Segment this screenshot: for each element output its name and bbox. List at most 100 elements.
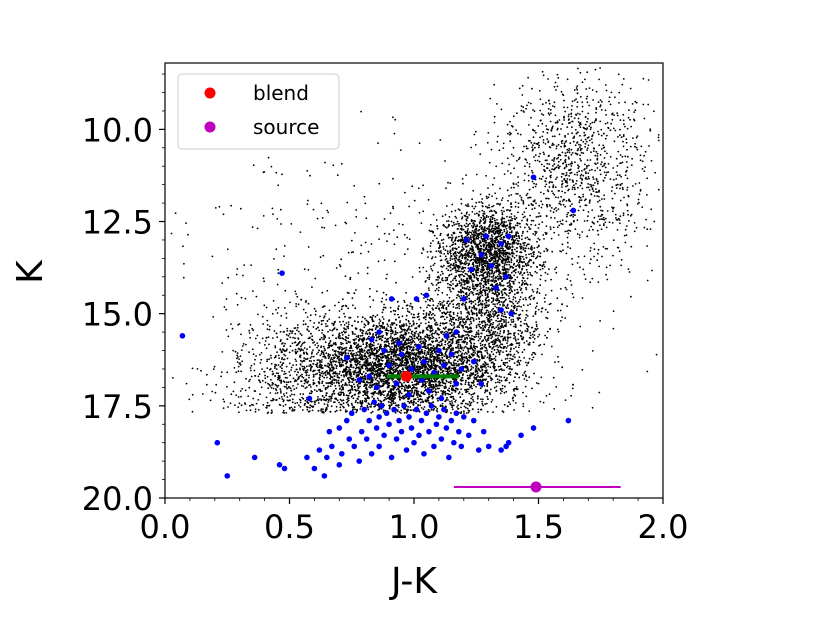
field-star	[412, 353, 415, 356]
field-star	[507, 199, 509, 202]
field-star	[433, 378, 436, 381]
field-star	[475, 367, 477, 370]
field-star	[400, 412, 402, 414]
field-star	[424, 341, 426, 343]
field-star	[390, 359, 392, 361]
field-star	[515, 254, 518, 257]
field-star	[328, 337, 331, 339]
field-star	[369, 306, 372, 308]
field-star	[377, 343, 379, 345]
field-star	[435, 346, 438, 348]
field-star	[405, 354, 408, 357]
field-star	[299, 367, 301, 370]
field-star	[511, 243, 514, 245]
field-star	[507, 271, 509, 273]
field-star	[428, 393, 430, 396]
field-star	[388, 342, 390, 345]
field-star	[454, 400, 456, 403]
field-star	[534, 270, 537, 273]
field-star	[317, 326, 319, 329]
field-star	[342, 352, 345, 355]
field-star	[380, 325, 382, 327]
field-star	[387, 356, 390, 359]
field-star	[427, 343, 430, 346]
field-star	[424, 300, 427, 303]
field-star	[452, 318, 454, 321]
field-star	[430, 384, 433, 386]
field-star	[436, 225, 438, 227]
field-star	[422, 392, 424, 395]
field-star	[432, 347, 434, 350]
field-star	[364, 398, 367, 400]
field-star	[417, 393, 420, 396]
field-star	[492, 274, 495, 277]
field-star	[402, 368, 404, 371]
field-star	[467, 349, 470, 351]
field-star	[528, 253, 530, 256]
field-star	[518, 363, 521, 366]
field-star	[429, 368, 432, 371]
field-star	[539, 264, 542, 267]
field-star	[416, 378, 418, 381]
field-star	[456, 220, 459, 223]
field-star	[516, 276, 519, 279]
field-star	[478, 265, 481, 267]
field-star	[362, 340, 364, 343]
field-star	[507, 241, 509, 244]
field-star	[431, 355, 434, 357]
field-star	[375, 359, 377, 361]
field-star	[379, 320, 382, 322]
field-star	[369, 316, 372, 319]
field-star	[491, 245, 494, 248]
field-star	[394, 331, 397, 334]
field-star	[358, 366, 360, 369]
field-star	[393, 313, 396, 316]
field-star	[415, 348, 418, 351]
field-star	[363, 338, 366, 341]
field-star	[451, 224, 454, 227]
field-star	[396, 331, 399, 334]
field-star	[375, 366, 378, 369]
field-star	[436, 356, 439, 359]
field-star	[411, 391, 413, 394]
field-star	[302, 323, 305, 326]
field-star	[469, 337, 471, 339]
field-star	[439, 381, 441, 384]
field-star	[479, 387, 482, 390]
field-star	[355, 376, 358, 378]
field-star	[544, 271, 547, 274]
field-star	[439, 362, 442, 365]
field-star	[369, 343, 372, 345]
field-star	[371, 316, 373, 319]
field-star	[468, 377, 471, 380]
field-star	[426, 380, 428, 383]
field-star	[286, 348, 288, 351]
field-star	[479, 347, 482, 350]
field-star	[469, 222, 471, 225]
field-star	[389, 346, 391, 348]
field-star	[476, 359, 479, 362]
field-star	[466, 225, 469, 228]
field-star	[344, 335, 347, 338]
field-star	[468, 231, 471, 234]
field-star	[322, 345, 325, 348]
field-star	[339, 370, 341, 373]
field-star	[441, 360, 444, 363]
field-star	[482, 404, 484, 407]
field-star	[351, 331, 354, 333]
field-star	[373, 362, 376, 364]
field-star	[545, 247, 548, 250]
field-star	[357, 334, 360, 337]
field-star	[432, 383, 435, 386]
field-star	[420, 350, 422, 353]
field-star	[435, 365, 438, 368]
field-star	[383, 366, 386, 368]
field-star	[411, 362, 413, 365]
field-star	[448, 390, 451, 392]
field-star	[413, 322, 415, 325]
field-star	[396, 363, 398, 365]
field-star	[338, 316, 341, 319]
field-star	[310, 332, 312, 335]
field-star	[354, 401, 357, 404]
field-star	[452, 327, 455, 330]
